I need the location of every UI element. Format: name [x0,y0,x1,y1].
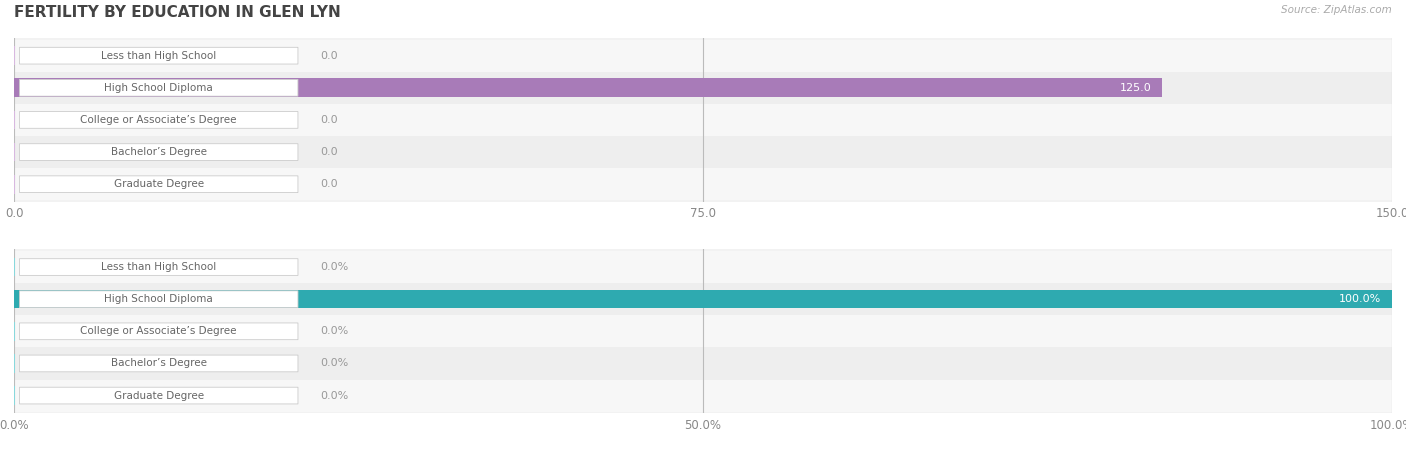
Bar [14,136,1392,168]
Text: Less than High School: Less than High School [101,51,217,61]
Bar [14,168,1392,200]
Text: Bachelor’s Degree: Bachelor’s Degree [111,147,207,157]
FancyBboxPatch shape [20,48,298,64]
Text: 0.0: 0.0 [321,179,337,189]
Bar [14,290,1392,308]
Text: Bachelor’s Degree: Bachelor’s Degree [111,359,207,369]
Text: 0.0%: 0.0% [321,262,349,272]
Bar [14,104,1392,136]
FancyBboxPatch shape [20,291,298,307]
FancyBboxPatch shape [20,259,298,275]
FancyBboxPatch shape [20,112,298,128]
Text: 0.0%: 0.0% [321,326,349,336]
Text: 0.0: 0.0 [321,115,337,125]
Text: 0.0: 0.0 [321,147,337,157]
Text: 0.0%: 0.0% [321,359,349,369]
Text: FERTILITY BY EDUCATION IN GLEN LYN: FERTILITY BY EDUCATION IN GLEN LYN [14,5,340,20]
Bar [14,315,1392,347]
FancyBboxPatch shape [20,79,298,96]
Bar [14,283,1392,315]
Bar [14,380,1392,412]
Text: 125.0: 125.0 [1119,83,1152,93]
Text: Less than High School: Less than High School [101,262,217,272]
Text: 100.0%: 100.0% [1339,294,1381,304]
Bar [14,39,1392,72]
Bar [14,78,1163,97]
FancyBboxPatch shape [20,355,298,372]
Text: High School Diploma: High School Diploma [104,83,214,93]
Bar [14,72,1392,104]
Bar [14,251,1392,283]
Text: Source: ZipAtlas.com: Source: ZipAtlas.com [1281,5,1392,15]
Text: College or Associate’s Degree: College or Associate’s Degree [80,326,238,336]
Text: College or Associate’s Degree: College or Associate’s Degree [80,115,238,125]
Text: Graduate Degree: Graduate Degree [114,390,204,400]
FancyBboxPatch shape [20,176,298,192]
Text: 0.0%: 0.0% [321,390,349,400]
Text: Graduate Degree: Graduate Degree [114,179,204,189]
Bar [14,347,1392,380]
Text: High School Diploma: High School Diploma [104,294,214,304]
FancyBboxPatch shape [20,323,298,340]
FancyBboxPatch shape [20,387,298,404]
Text: 0.0: 0.0 [321,51,337,61]
FancyBboxPatch shape [20,144,298,161]
